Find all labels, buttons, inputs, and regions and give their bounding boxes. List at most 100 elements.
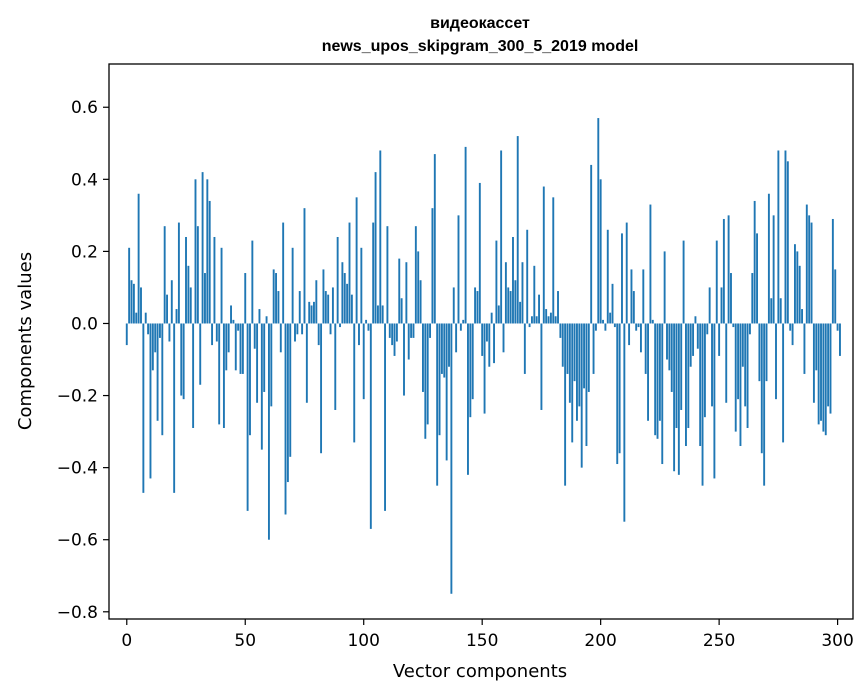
- bar-124: [419, 280, 422, 324]
- bar-151: [483, 323, 486, 414]
- bar-43: [227, 323, 230, 353]
- bar-283: [796, 251, 799, 324]
- bar-242: [699, 323, 702, 447]
- bar-227: [663, 251, 666, 324]
- bar-116: [400, 298, 403, 324]
- bar-69: [289, 323, 292, 457]
- bar-232: [675, 323, 678, 428]
- bar-230: [670, 323, 673, 392]
- bar-118: [405, 262, 408, 324]
- bar-93: [346, 283, 349, 324]
- bar-241: [696, 323, 699, 349]
- bar-114: [395, 323, 398, 342]
- bar-122: [414, 226, 417, 324]
- bar-138: [452, 287, 455, 324]
- bar-104: [372, 222, 375, 324]
- bar-38: [215, 323, 218, 342]
- bar-62: [272, 269, 275, 324]
- y-tick-label: 0.2: [71, 242, 98, 262]
- bar-184: [561, 323, 564, 367]
- bar-186: [566, 323, 569, 374]
- bar-98: [358, 323, 360, 346]
- bar-253: [725, 323, 728, 403]
- bar-251: [720, 287, 723, 324]
- bar-123: [417, 251, 420, 324]
- bar-267: [758, 323, 761, 382]
- bar-223: [654, 323, 657, 436]
- bar-106: [376, 305, 379, 324]
- bar-56: [258, 309, 261, 324]
- bar-96: [353, 323, 356, 443]
- bar-36: [211, 323, 214, 346]
- bar-70: [291, 247, 294, 324]
- bar-289: [810, 222, 813, 324]
- bar-199: [597, 118, 600, 324]
- bar-215: [635, 323, 638, 331]
- bar-246: [708, 287, 711, 324]
- bar-219: [644, 323, 647, 374]
- bar-35: [208, 200, 211, 324]
- bar-277: [782, 323, 785, 443]
- bar-22: [177, 222, 180, 324]
- chart-title: видеокассет: [430, 15, 530, 32]
- bar-208: [618, 323, 621, 454]
- bar-101: [365, 319, 368, 324]
- bar-197: [592, 323, 595, 374]
- bar-133: [440, 323, 443, 374]
- bar-90: [339, 323, 341, 328]
- bar-146: [471, 323, 474, 400]
- bar-214: [632, 291, 635, 324]
- bar-129: [431, 208, 434, 324]
- bar-73: [298, 291, 301, 324]
- bar-2: [130, 280, 133, 324]
- bar-150: [481, 323, 484, 356]
- bar-48: [239, 323, 242, 374]
- bar-301: [839, 323, 841, 356]
- bar-31: [199, 323, 202, 385]
- bar-240: [694, 316, 697, 324]
- bar-261: [744, 323, 747, 407]
- bar-172: [533, 265, 536, 324]
- bar-299: [834, 269, 837, 324]
- bar-46: [234, 323, 237, 371]
- bar-18: [168, 323, 171, 342]
- bar-170: [528, 323, 531, 328]
- bar-248: [713, 323, 716, 479]
- bar-274: [775, 323, 777, 400]
- bar-39: [218, 323, 221, 425]
- bar-83: [322, 269, 325, 324]
- bar-24: [182, 323, 185, 400]
- bar-127: [426, 323, 429, 425]
- bar-137: [450, 323, 453, 594]
- bar-213: [630, 269, 633, 324]
- x-axis-label: Vector components: [393, 661, 567, 682]
- bar-86: [329, 323, 332, 335]
- bar-152: [485, 323, 488, 342]
- bar-8: [144, 312, 147, 324]
- bar-176: [542, 186, 545, 324]
- bar-91: [341, 262, 344, 324]
- bar-14: [158, 323, 161, 338]
- bar-112: [391, 323, 394, 346]
- bar-285: [801, 309, 804, 324]
- bar-260: [741, 323, 744, 367]
- bar-144: [467, 323, 469, 475]
- bar-3: [132, 283, 135, 324]
- bar-155: [493, 323, 495, 364]
- bar-61: [270, 323, 273, 407]
- bar-211: [625, 222, 628, 324]
- bar-163: [512, 236, 514, 324]
- bar-49: [241, 323, 244, 374]
- bar-298: [831, 218, 834, 324]
- y-tick-label: 0.0: [71, 314, 98, 334]
- plot-frame: [108, 63, 854, 620]
- bar-142: [462, 319, 465, 324]
- bar-100: [362, 323, 365, 400]
- bar-217: [639, 323, 642, 353]
- bar-207: [616, 323, 619, 465]
- bar-72: [296, 323, 299, 335]
- bar-254: [727, 215, 730, 324]
- bar-78: [310, 305, 313, 324]
- bar-79: [313, 301, 315, 324]
- bar-121: [412, 323, 415, 338]
